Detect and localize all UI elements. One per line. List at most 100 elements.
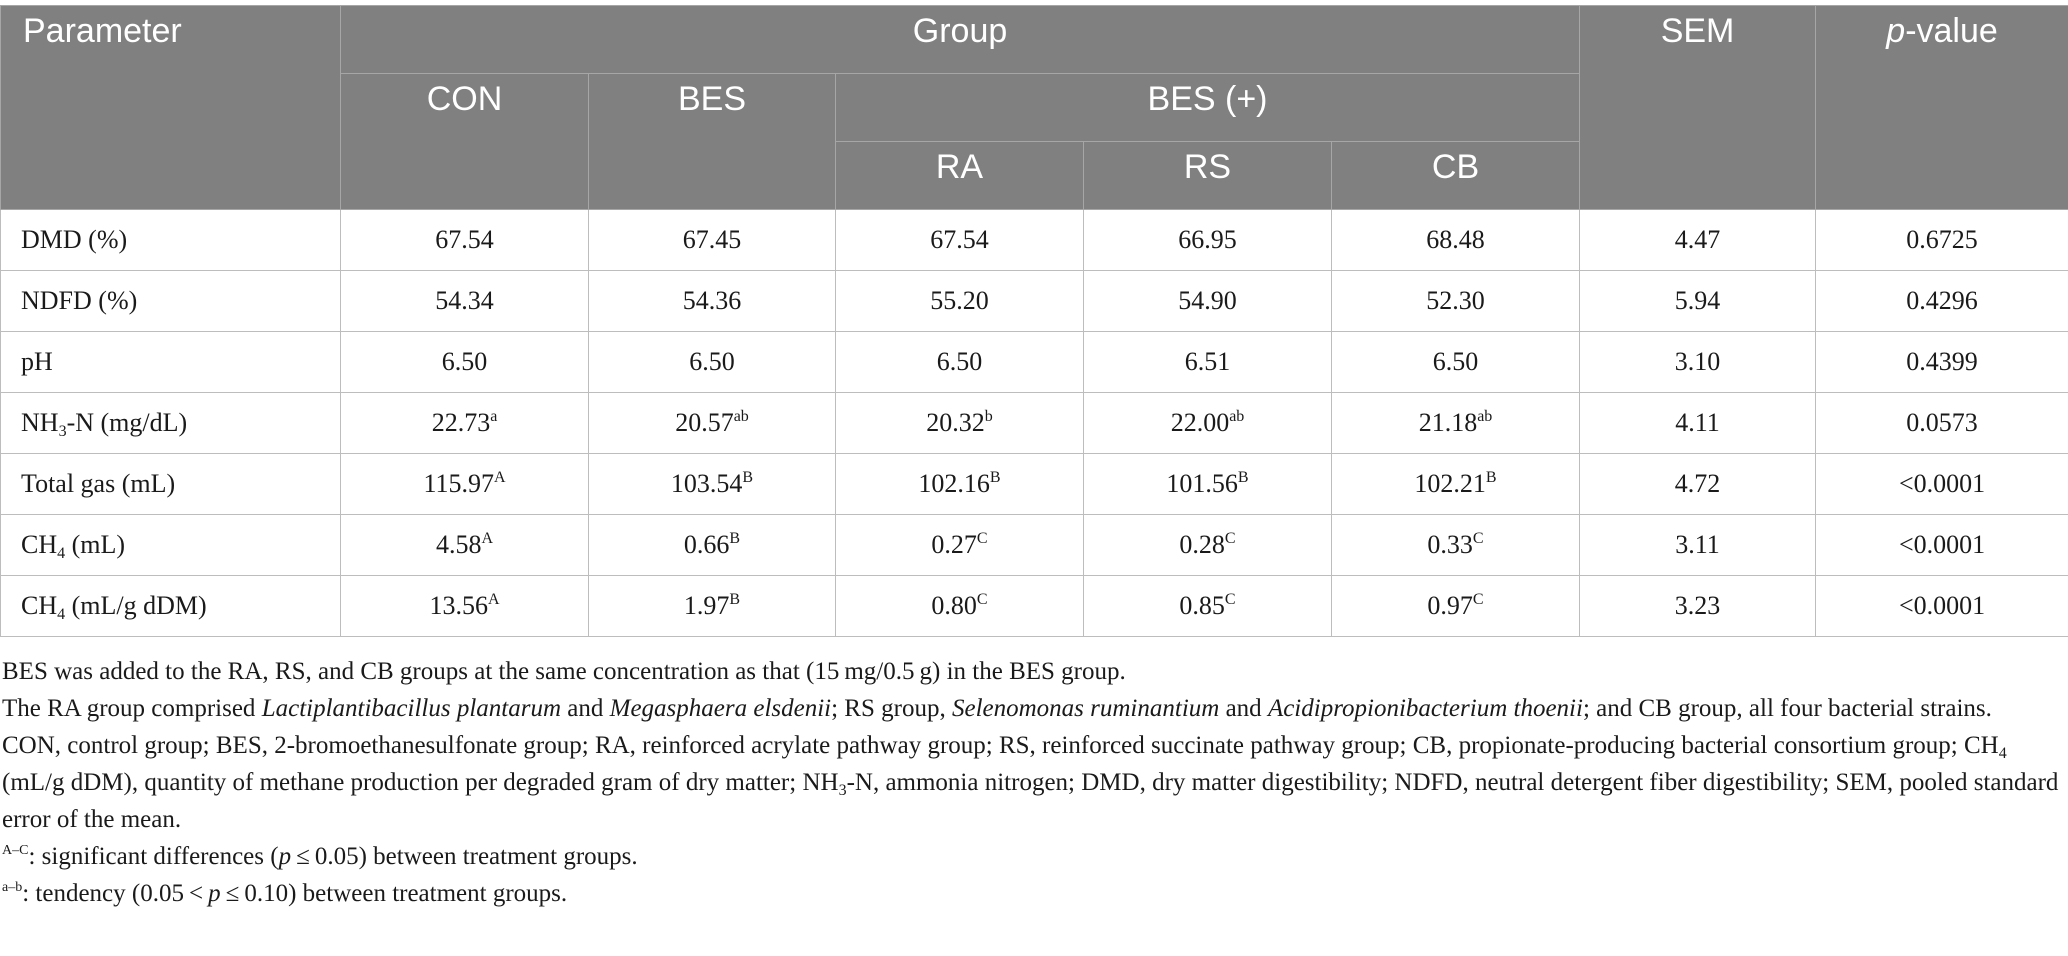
value-cell: 101.56B bbox=[1083, 453, 1332, 515]
sem-cell: 4.11 bbox=[1579, 392, 1817, 454]
row-label-sub: 3 bbox=[58, 423, 67, 440]
significance-letter: B bbox=[989, 469, 1001, 486]
value-text: 0.33 bbox=[1427, 530, 1473, 559]
footnote-5-text-a: : tendency (0.05 < bbox=[22, 880, 209, 907]
value-cell: 21.18ab bbox=[1330, 392, 1581, 454]
footnote-3-sub-a: 4 bbox=[1998, 745, 2007, 762]
sem-cell: 4.72 bbox=[1579, 453, 1817, 515]
header-group: Group bbox=[339, 5, 1581, 74]
value-text: 6.50 bbox=[936, 347, 983, 376]
row-label: DMD (%) bbox=[0, 209, 341, 271]
row-label-pre: NH bbox=[21, 408, 59, 437]
value-text: 101.56 bbox=[1166, 469, 1238, 498]
value-text: 52.30 bbox=[1426, 286, 1485, 315]
value-text: 20.32 bbox=[926, 408, 985, 437]
p-rest: -value bbox=[1905, 12, 1998, 50]
p-value-cell: <0.0001 bbox=[1815, 453, 2068, 515]
significance-letter: C bbox=[976, 591, 988, 608]
value-cell: 103.54B bbox=[588, 453, 836, 515]
significance-letter: B bbox=[729, 591, 741, 608]
header-cb: CB bbox=[1330, 141, 1581, 210]
table-row: CH4 (mL) 4.58A 0.66B 0.27C 0.28C 0.33C 3.11 <0.… bbox=[0, 514, 2068, 576]
header-ra: RA bbox=[835, 141, 1084, 210]
header-bes: BES bbox=[588, 73, 836, 210]
significance-letter: ab bbox=[1477, 408, 1493, 425]
table-row: NDFD (%) 54.34 54.36 55.20 54.90 52.30 5.94 0.4… bbox=[0, 270, 2068, 332]
row-label-post: (mL/g dDM) bbox=[65, 591, 207, 620]
value-cell: 0.85C bbox=[1083, 575, 1332, 637]
table-row: CH4 (mL/g dDM) 13.56A 1.97B 0.80C 0.85C 0.97C… bbox=[0, 575, 2068, 637]
footnote-2-text: and bbox=[1219, 695, 1268, 722]
significance-letter: B bbox=[1237, 469, 1249, 486]
significance-letter: a bbox=[490, 408, 498, 425]
row-label: CH4 (mL) bbox=[0, 514, 341, 576]
footnote-2-text: ; and CB group, all four bacterial strai… bbox=[1582, 695, 1992, 722]
value-cell: 6.50 bbox=[1330, 331, 1581, 393]
value-cell: 66.95 bbox=[1083, 209, 1332, 271]
table-header: Parameter Group SEM p-value CON BES BES … bbox=[0, 5, 2068, 210]
significance-letter: ab bbox=[1229, 408, 1245, 425]
p-italic: p bbox=[1886, 12, 1906, 50]
value-cell: 6.50 bbox=[588, 331, 836, 393]
footnote-3-text-a: CON, control group; BES, 2-bromoethanesu… bbox=[2, 732, 1999, 759]
value-cell: 6.50 bbox=[835, 331, 1084, 393]
value-text: 54.36 bbox=[682, 286, 742, 315]
value-cell: 0.28C bbox=[1083, 514, 1332, 576]
sem-cell: 3.23 bbox=[1579, 575, 1817, 637]
p-value-cell: 0.6725 bbox=[1815, 209, 2068, 271]
value-text: 6.50 bbox=[1432, 347, 1479, 376]
value-text: 0.28 bbox=[1179, 530, 1225, 559]
significance-letter: C bbox=[1472, 530, 1484, 547]
value-text: 102.16 bbox=[918, 469, 990, 498]
species-name: Acidipropionibacterium thoenii bbox=[1267, 695, 1583, 722]
row-label: CH4 (mL/g dDM) bbox=[0, 575, 341, 637]
value-cell: 54.36 bbox=[588, 270, 836, 332]
significance-letter: B bbox=[742, 469, 754, 486]
value-text: 103.54 bbox=[670, 469, 743, 498]
value-text: 21.18 bbox=[1418, 408, 1478, 437]
row-label: NH3-N (mg/dL) bbox=[0, 392, 341, 454]
value-text: 0.66 bbox=[683, 530, 730, 559]
value-cell: 20.57ab bbox=[588, 392, 836, 454]
footnote-3-sub-b: 3 bbox=[838, 782, 847, 799]
value-text: 0.80 bbox=[931, 591, 977, 620]
footnote-2-text: The RA group comprised bbox=[2, 695, 262, 722]
value-text: 67.54 bbox=[930, 225, 989, 254]
footnote-4-text-b: ≤ 0.05) between treatment groups. bbox=[291, 843, 638, 870]
sem-cell: 4.47 bbox=[1579, 209, 1817, 271]
footnote-5-text-b: ≤ 0.10) between treatment groups. bbox=[220, 880, 568, 907]
sem-cell: 3.10 bbox=[1579, 331, 1817, 393]
value-text: 67.45 bbox=[682, 225, 742, 254]
row-label-sub: 4 bbox=[57, 606, 66, 623]
significance-letter: A bbox=[487, 591, 500, 608]
table-row: NH3-N (mg/dL) 22.73a 20.57ab 20.32b 22.00ab 2… bbox=[0, 392, 2068, 454]
significance-letter: ab bbox=[733, 408, 749, 425]
p-value-cell: <0.0001 bbox=[1815, 575, 2068, 637]
significance-letter: C bbox=[1472, 591, 1484, 608]
value-text: 55.20 bbox=[930, 286, 989, 315]
value-cell: 0.33C bbox=[1330, 514, 1581, 576]
value-text: 54.90 bbox=[1178, 286, 1237, 315]
value-text: 0.85 bbox=[1179, 591, 1225, 620]
value-text: 22.00 bbox=[1170, 408, 1230, 437]
value-cell: 54.90 bbox=[1083, 270, 1332, 332]
header-sem: SEM bbox=[1579, 5, 1817, 210]
footnote-4-mark: A–C bbox=[2, 843, 29, 858]
value-text: 4.58 bbox=[435, 530, 482, 559]
value-text: 22.73 bbox=[431, 408, 491, 437]
footnote-2-text: ; RS group, bbox=[831, 695, 952, 722]
footnote-5: a–b: tendency (0.05 < p ≤ 0.10) between … bbox=[2, 875, 2064, 912]
significance-letter: A bbox=[493, 469, 506, 486]
sem-cell: 5.94 bbox=[1579, 270, 1817, 332]
value-cell: 22.73a bbox=[340, 392, 589, 454]
results-table: Parameter Group SEM p-value CON BES BES … bbox=[0, 5, 2068, 637]
value-cell: 102.16B bbox=[835, 453, 1084, 515]
p-value-cell: 0.4399 bbox=[1815, 331, 2068, 393]
value-cell: 67.54 bbox=[340, 209, 589, 271]
value-cell: 0.66B bbox=[588, 514, 836, 576]
footnote-4: A–C: significant differences (p ≤ 0.05) … bbox=[2, 838, 2064, 875]
value-cell: 54.34 bbox=[340, 270, 589, 332]
value-text: 67.54 bbox=[435, 225, 494, 254]
value-cell: 67.45 bbox=[588, 209, 836, 271]
footnote-5-p: p bbox=[208, 880, 221, 907]
